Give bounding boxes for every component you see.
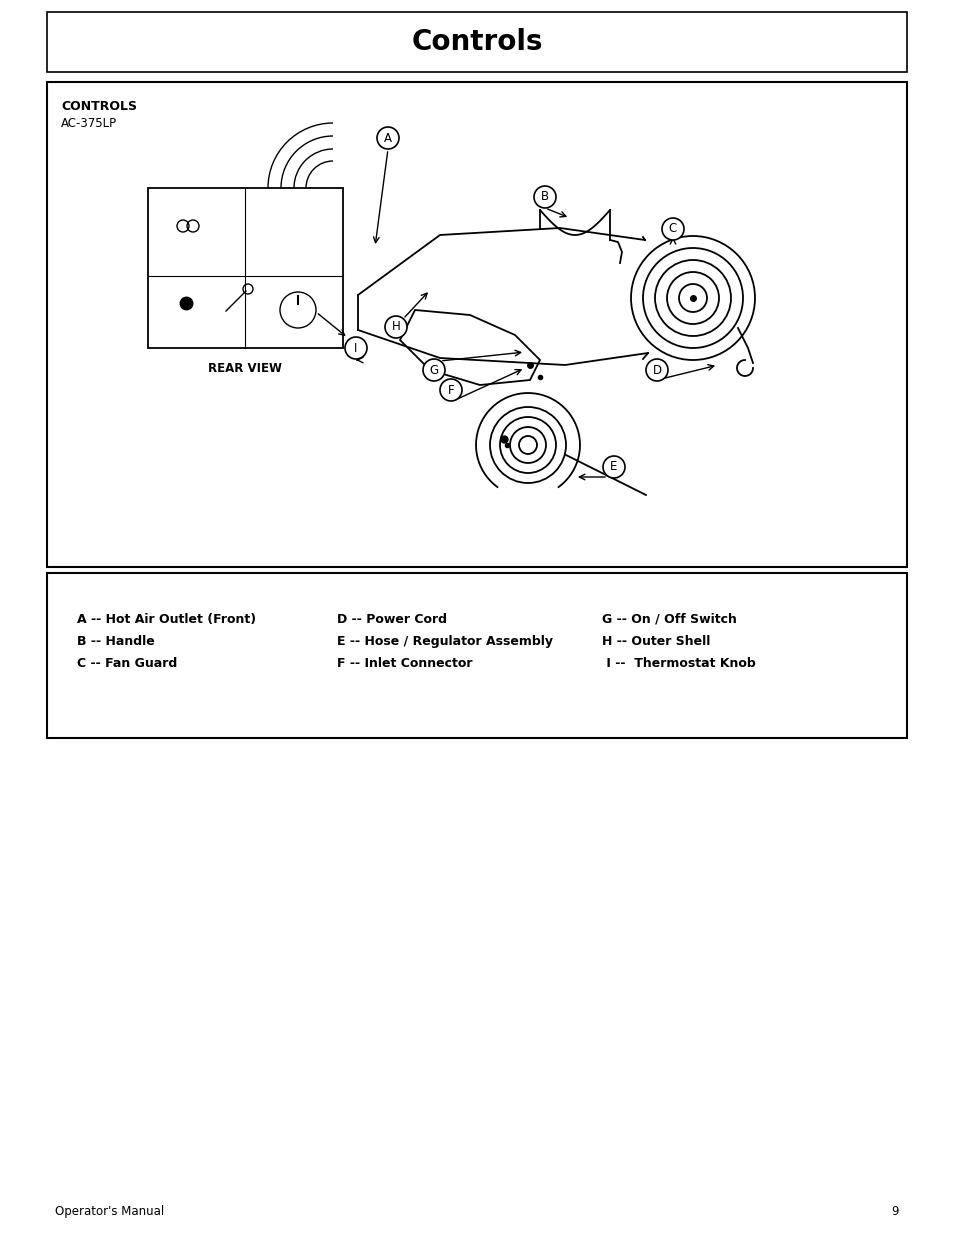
Text: C: C <box>668 222 677 236</box>
Text: I --  Thermostat Knob: I -- Thermostat Knob <box>601 657 755 671</box>
Circle shape <box>439 379 461 401</box>
Text: A: A <box>384 131 392 144</box>
Circle shape <box>376 127 398 149</box>
Circle shape <box>345 337 367 359</box>
Text: B -- Handle: B -- Handle <box>77 635 154 648</box>
Bar <box>47 82 906 567</box>
Text: B: B <box>540 190 549 204</box>
Text: H: H <box>392 321 400 333</box>
Polygon shape <box>399 310 539 385</box>
Text: D: D <box>652 363 660 377</box>
Circle shape <box>602 456 624 478</box>
Bar <box>148 188 343 348</box>
Circle shape <box>534 186 556 207</box>
Text: F -- Inlet Connector: F -- Inlet Connector <box>336 657 472 671</box>
Text: F: F <box>447 384 454 396</box>
Text: E -- Hose / Regulator Assembly: E -- Hose / Regulator Assembly <box>336 635 553 648</box>
Text: H -- Outer Shell: H -- Outer Shell <box>601 635 710 648</box>
Text: REAR VIEW: REAR VIEW <box>209 362 282 375</box>
Bar <box>47 12 906 72</box>
Text: 9: 9 <box>890 1205 898 1218</box>
Text: Operator's Manual: Operator's Manual <box>55 1205 164 1218</box>
Text: A -- Hot Air Outlet (Front): A -- Hot Air Outlet (Front) <box>77 613 255 626</box>
Text: Controls: Controls <box>411 28 542 56</box>
Text: E: E <box>610 461 617 473</box>
Bar <box>47 573 906 739</box>
Text: G -- On / Off Switch: G -- On / Off Switch <box>601 613 736 626</box>
Text: CONTROLS: CONTROLS <box>61 100 137 112</box>
Circle shape <box>645 359 667 382</box>
Text: C -- Fan Guard: C -- Fan Guard <box>77 657 177 671</box>
Circle shape <box>661 219 683 240</box>
Circle shape <box>422 359 444 382</box>
Text: AC-375LP: AC-375LP <box>61 117 117 130</box>
Text: I: I <box>354 342 357 354</box>
Circle shape <box>385 316 407 338</box>
Text: G: G <box>429 363 438 377</box>
Text: D -- Power Cord: D -- Power Cord <box>336 613 447 626</box>
